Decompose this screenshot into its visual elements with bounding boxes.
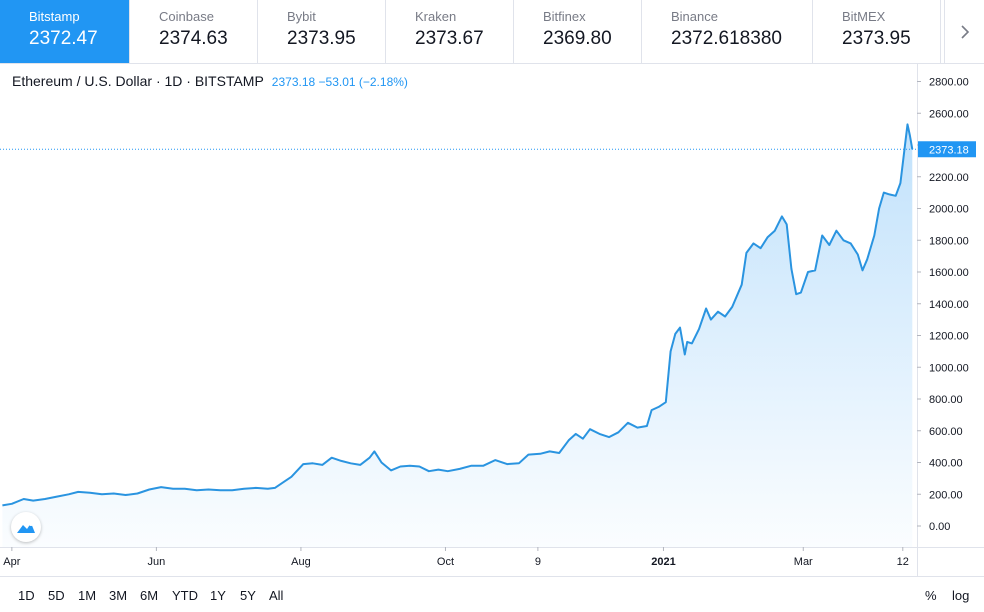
x-tick-label: 12 [897,556,909,568]
exchange-tab-bitfinex[interactable]: Bitfinex 2369.80 [514,0,642,63]
y-tick-label: 2800.00 [929,77,969,89]
exchange-tab-bitmex[interactable]: BitMEX 2373.95 [813,0,941,63]
exchange-name: BitMEX [842,9,886,24]
exchange-price: 2372.47 [29,28,98,49]
y-tick-label: 2000.00 [929,204,969,216]
exchange-name: Bitstamp [29,9,80,24]
exchange-tab-bybit[interactable]: Bybit 2373.95 [258,0,386,63]
y-tick-label: 0.00 [929,521,950,533]
tabs-next-button[interactable] [944,0,984,63]
x-tick-label: Oct [437,556,454,568]
exchange-tab-binance[interactable]: Binance 2372.618380 [642,0,813,63]
last-price-label: 2373.18 [929,144,969,156]
exchange-price: 2373.95 [287,28,356,49]
y-tick-label: 1000.00 [929,362,969,374]
exchange-price: 2373.95 [842,28,911,49]
range-1m[interactable]: 1M [78,588,97,603]
exchange-tab-kraken[interactable]: Kraken 2373.67 [386,0,514,63]
exchange-tabs: Bitstamp 2372.47 Coinbase 2374.63 Bybit 2373.… [0,0,984,64]
y-tick-label: 2600.00 [929,108,969,120]
x-tick-label: Aug [291,556,311,568]
x-tick-label: 9 [535,556,541,568]
range-1y[interactable]: 1Y [210,588,226,603]
y-tick-label: 1400.00 [929,299,969,311]
log-toggle[interactable]: log [952,588,970,603]
y-tick-label: 600.00 [929,426,963,438]
price-area-fill [2,124,913,548]
exchange-price: 2373.67 [415,28,484,49]
y-tick-label: 800.00 [929,394,963,406]
y-tick-label: 2200.00 [929,172,969,184]
y-tick-label: 1800.00 [929,235,969,247]
range-3m[interactable]: 3M [109,588,128,603]
x-tick-label: Apr [3,556,20,568]
y-tick-label: 400.00 [929,458,963,470]
x-tick-label: 2021 [651,556,675,568]
exchange-price: 2374.63 [159,28,228,49]
range-6m[interactable]: 6M [140,588,159,603]
y-tick-label: 200.00 [929,489,963,501]
exchange-price: 2372.618380 [671,28,782,49]
exchange-tab-coinbase[interactable]: Coinbase 2374.63 [130,0,258,63]
chart-legend: Ethereum / U.S. Dollar · 1D · BITSTAMP 2… [12,73,408,91]
y-tick-label: 1600.00 [929,267,969,279]
range-5y[interactable]: 5Y [240,588,256,603]
tradingview-logo-button[interactable] [11,512,41,542]
price-line [2,123,914,507]
x-tick-label: Mar [794,556,813,568]
exchange-name: Bitfinex [543,9,586,24]
range-5d[interactable]: 5D [48,588,65,603]
tradingview-logo-icon [17,522,35,533]
range-all[interactable]: All [269,588,284,603]
exchange-name: Kraken [415,9,457,24]
price-change: 2373.18 −53.01 (−2.18%) [271,75,408,89]
chevron-right-icon [960,24,969,39]
last-price-label-bg [918,141,976,158]
exchange-name: Binance [671,9,718,24]
x-tick-label: Jun [148,556,166,568]
exchange-name: Bybit [287,9,316,24]
range-1d[interactable]: 1D [18,588,35,603]
exchange-tab-bitstamp[interactable]: Bitstamp 2372.47 [0,0,130,63]
y-tick-label: 1200.00 [929,331,969,343]
exchange-name: Coinbase [159,9,214,24]
symbol-title: Ethereum / U.S. Dollar · 1D · BITSTAMP [12,73,264,89]
percent-toggle[interactable]: % [925,588,937,603]
exchange-price: 2369.80 [543,28,612,49]
price-chart[interactable]: 0.00 200.00 400.00 600.00 800.00 1000.00 1200.… [0,64,984,576]
bottom-toolbar: 1D 5D 1M 3M 6M YTD 1Y 5Y All % log [0,576,984,612]
range-ytd[interactable]: YTD [172,588,198,603]
